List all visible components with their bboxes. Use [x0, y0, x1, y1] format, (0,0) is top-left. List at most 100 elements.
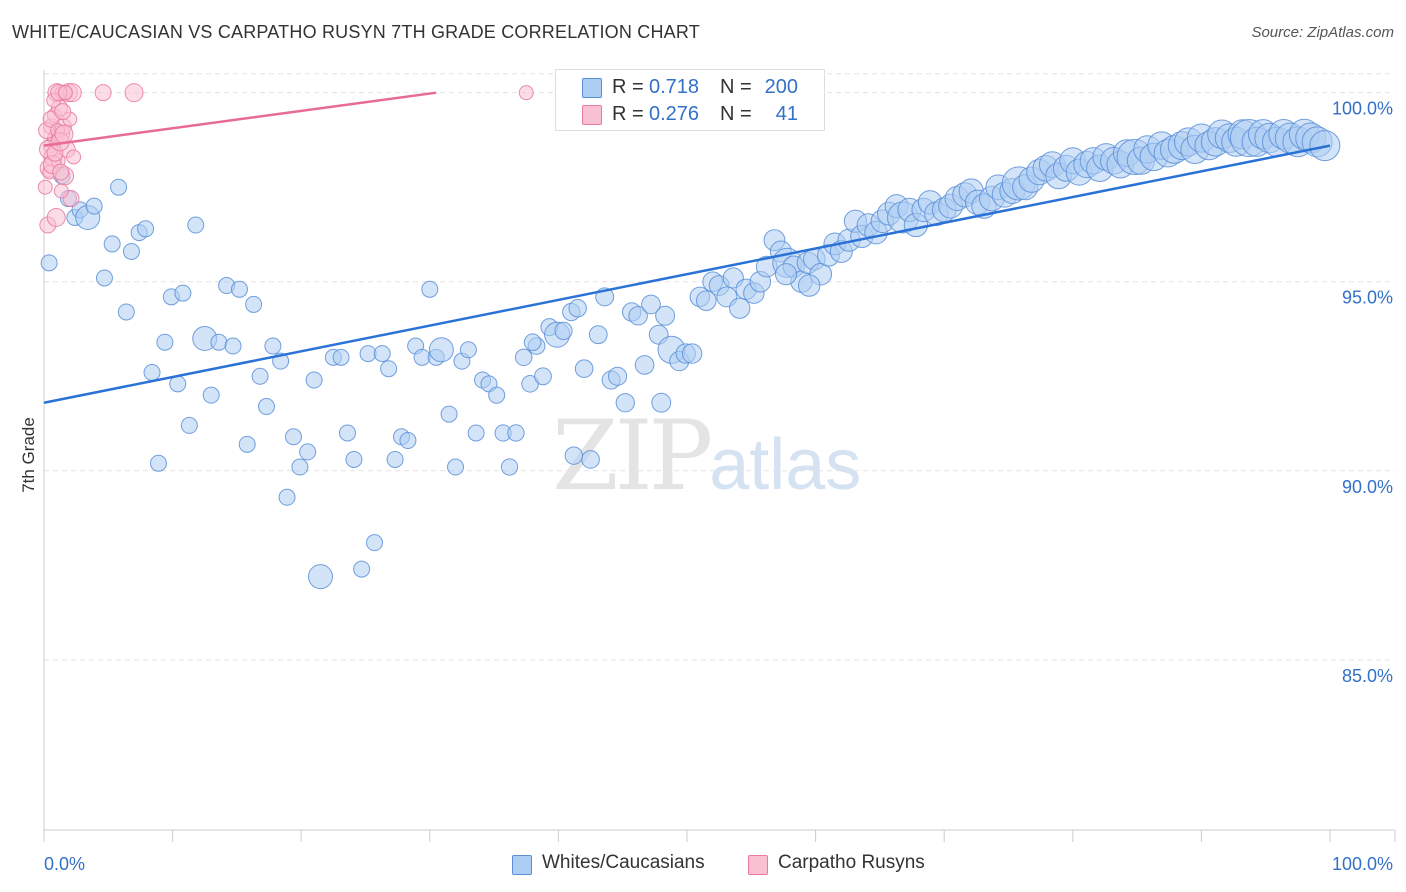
- point-whites: [628, 306, 648, 326]
- point-whites: [257, 398, 275, 416]
- point-whites: [143, 363, 161, 381]
- point-whites: [641, 294, 661, 315]
- point-whites: [278, 488, 296, 506]
- point-rusyns: [124, 83, 144, 103]
- point-whites: [655, 305, 676, 326]
- stats-legend: R = 0.718 N = 200 R = 0.276 N = 41: [555, 69, 825, 131]
- legend-r-value: 0.718: [649, 76, 700, 98]
- legend-swatch-rusyns: [582, 105, 602, 125]
- legend-r-value: 0.276: [649, 103, 700, 125]
- point-whites: [202, 386, 220, 404]
- point-whites: [103, 235, 121, 253]
- point-whites: [774, 263, 798, 286]
- point-rusyns: [52, 163, 70, 181]
- point-whites: [210, 333, 228, 351]
- point-whites: [187, 216, 205, 234]
- point-whites: [399, 432, 417, 450]
- x-tick-label: 100.0%: [1332, 854, 1393, 874]
- point-whites: [428, 337, 454, 363]
- point-rusyns: [53, 183, 69, 199]
- x-tick-label: 0.0%: [44, 854, 85, 874]
- point-whites: [564, 446, 584, 465]
- point-whites: [264, 337, 282, 355]
- point-whites: [85, 197, 103, 215]
- point-whites: [174, 284, 192, 302]
- bottom-legend-swatch-rusyns: [748, 855, 768, 875]
- y-tick-label: 100.0%: [1332, 99, 1393, 119]
- trendline-whites: [43, 144, 1331, 404]
- point-whites: [307, 564, 333, 590]
- point-whites: [440, 405, 458, 423]
- legend-r-label: R =: [612, 103, 644, 125]
- point-whites: [180, 416, 198, 434]
- point-whites: [117, 303, 135, 321]
- point-whites: [359, 345, 377, 363]
- point-whites: [245, 295, 263, 313]
- bottom-legend-label: Carpatho Rusyns: [778, 852, 925, 873]
- point-whites: [615, 393, 635, 413]
- point-whites: [500, 458, 519, 476]
- point-rusyns: [57, 85, 73, 101]
- point-whites: [574, 359, 594, 378]
- legend-n-value: 41: [775, 103, 798, 125]
- legend-r-label: R =: [612, 76, 644, 98]
- point-whites: [581, 450, 600, 469]
- watermark-atlas: atlas: [709, 425, 862, 505]
- point-whites: [386, 450, 404, 468]
- point-whites: [353, 560, 371, 578]
- point-whites: [345, 450, 363, 468]
- point-whites: [681, 343, 703, 364]
- point-whites: [122, 242, 140, 260]
- point-whites: [380, 360, 398, 378]
- point-whites: [110, 178, 128, 196]
- point-rusyns: [46, 207, 66, 227]
- y-tick-label: 85.0%: [1342, 666, 1393, 686]
- point-whites: [588, 325, 608, 345]
- y-tick-label: 95.0%: [1342, 288, 1393, 308]
- point-whites: [238, 435, 256, 453]
- point-whites: [224, 337, 242, 355]
- point-whites: [488, 386, 506, 404]
- point-whites: [421, 280, 439, 298]
- point-whites: [523, 333, 542, 352]
- source-label: Source: ZipAtlas.com: [1251, 24, 1394, 41]
- point-whites: [137, 220, 155, 238]
- point-rusyns: [518, 85, 534, 101]
- point-whites: [797, 274, 821, 297]
- point-whites: [607, 366, 628, 386]
- point-rusyns: [66, 149, 82, 165]
- point-whites: [305, 371, 323, 389]
- point-whites: [332, 348, 350, 366]
- point-whites: [149, 454, 167, 472]
- point-whites: [651, 392, 672, 413]
- point-whites: [251, 367, 269, 385]
- point-whites: [338, 424, 356, 442]
- point-whites: [413, 348, 431, 366]
- legend-row-whites: R = 0.718 N = 200: [556, 74, 824, 100]
- point-whites: [568, 298, 587, 318]
- bottom-legend-swatch-whites: [512, 855, 532, 875]
- point-whites: [291, 458, 309, 476]
- point-whites: [40, 254, 58, 272]
- point-whites: [156, 333, 174, 351]
- point-whites: [230, 280, 248, 298]
- legend-n-label: N =: [720, 103, 752, 125]
- legend-n-label: N =: [720, 76, 752, 98]
- chart-title: WHITE/CAUCASIAN VS CARPATHO RUSYN 7TH GR…: [12, 22, 700, 42]
- point-whites: [507, 424, 525, 442]
- legend-row-rusyns: R = 0.276 N = 41: [556, 101, 824, 127]
- point-rusyns: [37, 179, 53, 195]
- point-whites: [467, 424, 485, 442]
- point-whites: [373, 345, 391, 363]
- point-whites: [447, 458, 465, 476]
- trendline-rusyns: [43, 91, 437, 147]
- point-whites: [95, 269, 113, 287]
- point-whites: [459, 341, 477, 359]
- point-whites: [366, 534, 384, 552]
- point-rusyns: [54, 103, 72, 121]
- point-rusyns: [54, 124, 74, 144]
- point-whites: [299, 443, 317, 461]
- point-whites: [284, 428, 302, 446]
- bottom-legend-label: Whites/Caucasians: [542, 852, 705, 873]
